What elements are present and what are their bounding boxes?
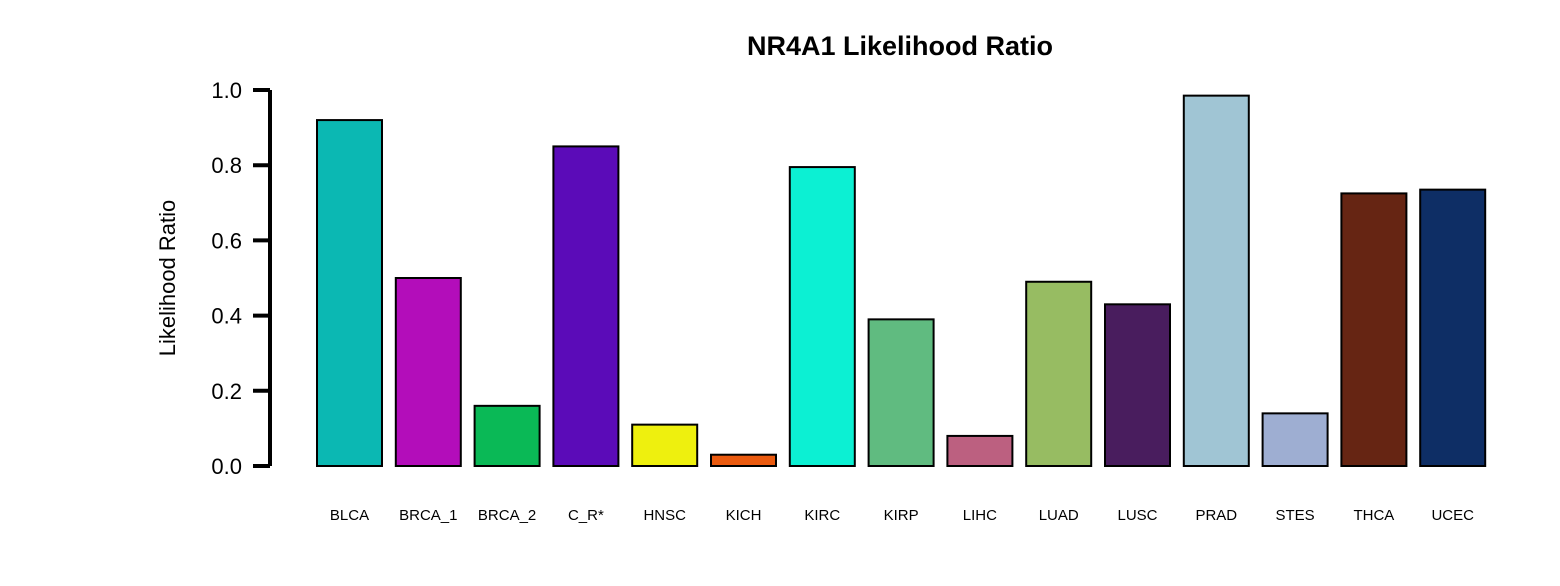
- x-tick-label: LUSC: [1117, 507, 1157, 524]
- bar-brca-1: [394, 277, 462, 467]
- bar-ucec: [1419, 188, 1487, 467]
- bar-lusc: [1104, 303, 1171, 467]
- x-tick-label: PRAD: [1195, 507, 1237, 524]
- x-tick-label: C_R*: [568, 507, 604, 524]
- y-tick-label: 1.0: [211, 78, 242, 103]
- x-tick-label: BRCA_1: [399, 507, 457, 524]
- x-tick-label: BLCA: [330, 507, 369, 524]
- x-axis-labels: BLCA BRCA_1 BRCA_2 C_R* HNSC KICH KIRC KIRP LIHC…: [330, 507, 1474, 524]
- bar-kich: [710, 453, 777, 468]
- x-tick-label: LIHC: [963, 507, 997, 524]
- y-tick-label: 0.6: [211, 228, 242, 253]
- x-tick-label: UCEC: [1431, 507, 1474, 524]
- y-axis: 0.0 0.2 0.4 0.6 0.8 1.0: [211, 78, 272, 479]
- y-tick-label: 0.4: [211, 304, 242, 329]
- bar-thca: [1340, 192, 1408, 467]
- x-tick-label: KICH: [726, 507, 762, 524]
- y-tick-label: 0.8: [211, 153, 242, 178]
- y-tick-label: 0.0: [211, 454, 242, 479]
- chart-title: NR4A1 Likelihood Ratio: [747, 31, 1053, 61]
- bar-blca: [316, 119, 383, 468]
- bar-c-r: [552, 145, 620, 467]
- x-tick-label: THCA: [1353, 507, 1394, 524]
- x-tick-label: KIRP: [884, 507, 919, 524]
- x-tick-label: LUAD: [1039, 507, 1079, 524]
- x-tick-label: KIRC: [804, 507, 840, 524]
- bars-group: [316, 94, 1487, 468]
- x-tick-label: BRCA_2: [478, 507, 536, 524]
- x-tick-label: HNSC: [643, 507, 686, 524]
- x-tick-label: STES: [1276, 507, 1315, 524]
- bar-hnsc: [631, 423, 699, 468]
- bar-kirp: [867, 318, 935, 467]
- y-tick-label: 0.2: [211, 379, 242, 404]
- bar-lihc: [946, 434, 1014, 468]
- y-axis-label: Likelihood Ratio: [155, 200, 180, 357]
- bar-prad: [1182, 94, 1250, 467]
- bar-kirc: [788, 166, 856, 468]
- bar-luad: [1025, 280, 1093, 468]
- bar-stes: [1261, 412, 1329, 467]
- bar-brca-2: [473, 404, 541, 467]
